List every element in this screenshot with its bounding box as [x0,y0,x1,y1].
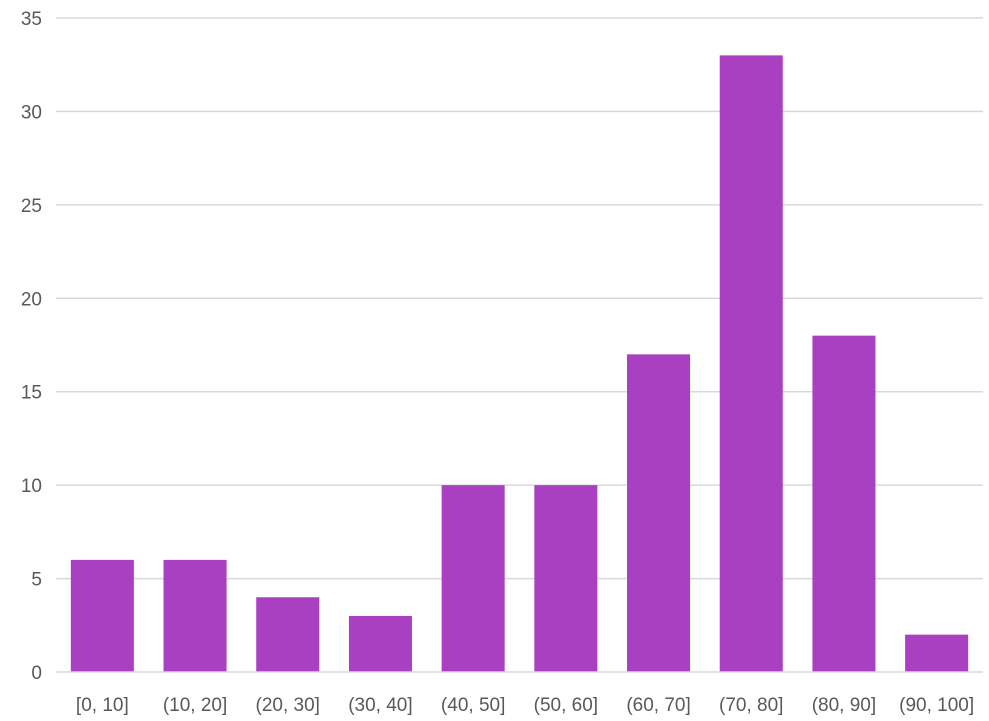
x-tick-label: (60, 70] [626,695,690,716]
bar [348,615,412,672]
bar [534,485,598,672]
x-tick-label: (90, 100] [899,695,974,716]
y-tick-label: 20 [21,289,42,310]
y-axis-tick-labels: 0 5 10 15 20 25 30 35 [21,9,42,684]
gridlines [56,17,983,580]
bar [719,55,783,672]
bar [441,485,505,672]
y-tick-label: 25 [21,196,42,217]
bar [627,354,691,672]
x-axis-tick-labels: [0, 10] (10, 20] (20, 30] (30, 40] (40, 50] (… [76,695,974,716]
y-tick-label: 10 [21,476,42,497]
x-tick-label: (10, 20] [163,695,227,716]
y-tick-label: 5 [31,570,42,591]
x-tick-label: (50, 60] [534,695,598,716]
x-tick-label: [0, 10] [76,695,129,716]
bars [70,55,969,672]
x-tick-label: (30, 40] [348,695,412,716]
bar [812,335,876,672]
bar [256,597,320,672]
y-tick-label: 15 [21,383,42,404]
y-tick-label: 35 [21,9,42,30]
x-tick-label: (80, 90] [812,695,876,716]
x-tick-label: (70, 80] [719,695,783,716]
x-tick-label: (20, 30] [256,695,320,716]
x-tick-label: (40, 50] [441,695,505,716]
bar [163,559,227,672]
y-tick-label: 0 [31,663,42,684]
y-tick-label: 30 [21,102,42,123]
bar [70,559,134,672]
bar [905,634,969,672]
